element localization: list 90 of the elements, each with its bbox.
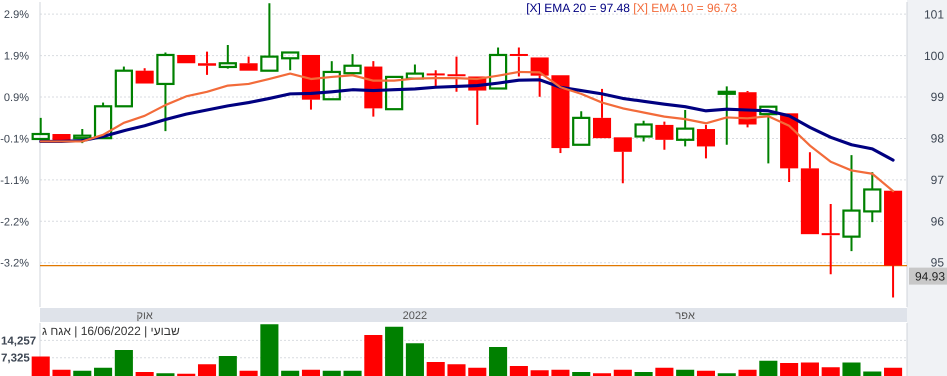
text: [X] EMA 20 = 97.48 [526, 1, 630, 15]
bar [52, 370, 71, 376]
y2-tick-label: 98 [930, 132, 944, 146]
bar [385, 326, 404, 376]
bar [32, 356, 50, 376]
bar [676, 370, 694, 376]
candlestick [260, 2, 279, 72]
bar [489, 347, 508, 376]
bar [634, 372, 653, 376]
y-tick-label: -0.1% [0, 133, 30, 146]
bar [344, 370, 362, 376]
bar [302, 370, 320, 376]
bar [281, 370, 300, 376]
candlestick [73, 128, 92, 144]
annotation: שבועי | 16/06/2022 | אגח ג [42, 324, 180, 338]
bar [738, 370, 757, 376]
candlestick [198, 50, 216, 76]
bar [822, 367, 840, 376]
candlestick [32, 116, 50, 140]
bar [73, 370, 92, 376]
bar [780, 363, 798, 376]
candlestick [822, 202, 840, 276]
candlestick [510, 46, 528, 78]
candlestick [343, 53, 362, 78]
candlestick [281, 50, 300, 72]
candlestick [551, 75, 570, 154]
y-tick-label: 2.9% [4, 9, 30, 22]
bar [759, 360, 778, 376]
bar [218, 356, 237, 376]
candlestick [218, 44, 237, 70]
bar [322, 370, 341, 376]
candlestick [655, 120, 674, 151]
x-tick-label: 2022 [402, 310, 428, 322]
bar [884, 368, 902, 376]
candlestick [696, 124, 716, 160]
bar [364, 335, 382, 376]
candlestick [156, 51, 175, 132]
y-tick-label: -3.2% [0, 258, 30, 270]
bar [592, 373, 612, 376]
y-tick-label: -2.2% [0, 216, 30, 228]
candlestick [842, 154, 861, 252]
y2-tick-label: 100 [924, 48, 944, 63]
bar [800, 362, 819, 376]
candlestick [592, 88, 612, 138]
candlestick [718, 85, 736, 146]
candlestick [800, 151, 819, 234]
x-tick-label: אפר [675, 310, 696, 322]
y-tick-label: -1.1% [0, 174, 30, 187]
bar [614, 370, 632, 376]
bar [447, 364, 466, 376]
bar [572, 372, 590, 376]
y-tick-label: 7,325 [1, 352, 30, 365]
candlestick [136, 67, 154, 84]
y2-tick-label: 96 [930, 214, 944, 228]
candlestick [884, 190, 902, 298]
y2-tick-label: 95 [930, 256, 944, 270]
bar [530, 370, 549, 376]
bar [136, 372, 154, 376]
candlestick [614, 137, 632, 184]
bar [94, 368, 112, 376]
bar [114, 350, 133, 376]
candlestick [759, 106, 778, 164]
bar [863, 372, 882, 376]
candlestick [240, 56, 258, 71]
bar [426, 362, 445, 376]
bar [842, 362, 861, 376]
y-tick-label: 1.9% [4, 50, 30, 63]
bar [198, 364, 216, 376]
bar [156, 373, 174, 376]
y2-tick-label: 99 [930, 90, 944, 104]
candlestick [322, 60, 341, 100]
x-tick-label: אוק [136, 310, 153, 322]
y2-tick-label: 97 [930, 172, 944, 187]
y-tick-label: 0.9% [4, 92, 30, 104]
bar [406, 343, 424, 376]
bar [260, 324, 278, 376]
bar [696, 370, 716, 376]
bar [551, 370, 570, 376]
candlestick [676, 109, 694, 148]
y-tick-label: 14,257 [1, 335, 36, 348]
bar [655, 368, 674, 376]
bar [468, 368, 486, 376]
candlestick [863, 171, 882, 224]
ref-line-label: 94.93 [914, 270, 946, 284]
text: [X] EMA 10 = 96.73 [630, 1, 738, 15]
bar [240, 370, 258, 376]
candlestick [447, 56, 466, 93]
bar [510, 366, 528, 376]
y2-tick-label: 101 [924, 7, 944, 22]
bar [718, 373, 736, 376]
